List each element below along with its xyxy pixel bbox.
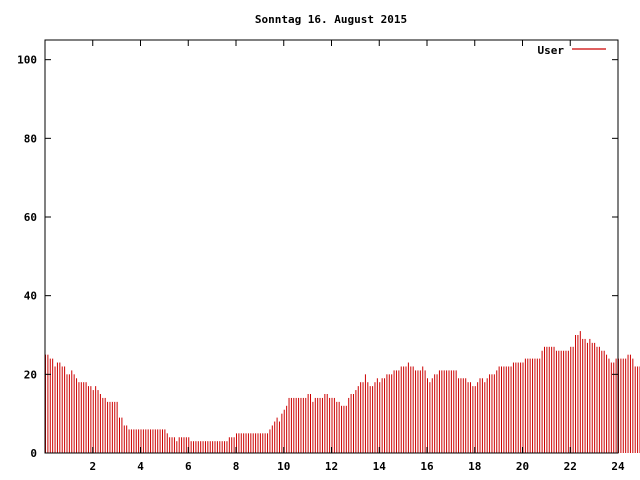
legend: User: [538, 44, 606, 57]
y-tick-label: 20: [24, 368, 37, 381]
y-tick-label: 60: [24, 211, 37, 224]
x-tick-label: 16: [420, 460, 434, 473]
x-tick-label: 14: [373, 460, 387, 473]
bars-layer: [45, 331, 640, 453]
x-tick-label: 2: [89, 460, 96, 473]
y-tick-label: 100: [17, 54, 37, 67]
x-tick-label: 8: [233, 460, 240, 473]
x-tick-label: 4: [137, 460, 144, 473]
legend-label-user: User: [538, 44, 565, 57]
plot-frame: [44, 39, 619, 454]
y-tick-label: 80: [24, 132, 37, 145]
x-tick-label: 18: [468, 460, 481, 473]
x-tick-label: 6: [185, 460, 192, 473]
chart-title: Sonntag 16. August 2015: [255, 13, 407, 26]
x-tick-label: 20: [516, 460, 529, 473]
x-tick-label: 10: [277, 460, 290, 473]
y-tick-label: 40: [24, 290, 37, 303]
x-tick-label: 22: [564, 460, 577, 473]
x-tick-label: 12: [325, 460, 338, 473]
y-tick-label: 0: [30, 447, 37, 460]
x-tick-label: 24: [611, 460, 625, 473]
